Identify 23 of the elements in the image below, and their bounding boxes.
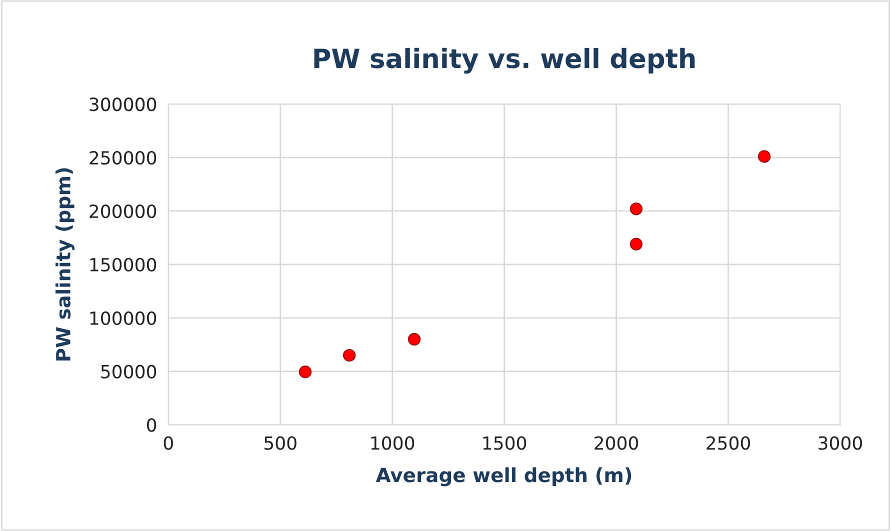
y-tick-label: 250000	[90, 150, 156, 165]
y-axis-title: PW salinity (ppm)	[56, 168, 74, 360]
x-tick-label: 0	[164, 436, 173, 450]
chart-title: PW salinity vs. well depth	[314, 48, 695, 74]
x-axis-title: Average well depth (m)	[376, 467, 632, 486]
point	[342, 348, 356, 362]
y-tick-label: 50000	[101, 364, 156, 378]
point	[630, 202, 643, 216]
x-tick-label: 3000	[818, 436, 862, 450]
y-tick-label: 300000	[90, 98, 156, 112]
point	[408, 332, 421, 346]
x-tick-label: 1500	[483, 436, 526, 450]
point	[630, 238, 643, 250]
y-tick-label: 0	[146, 418, 156, 432]
y-tick-label: 150000	[90, 258, 156, 272]
x-tick-label: 1000	[371, 436, 414, 450]
point	[298, 366, 312, 378]
x-tick-label: 500	[264, 436, 296, 450]
y-tick-label: 200000	[90, 204, 156, 218]
point	[758, 150, 771, 163]
x-tick-label: 2000	[594, 436, 638, 450]
x-tick-label: 2500	[706, 436, 750, 450]
y-tick-label: 100000	[90, 311, 156, 326]
